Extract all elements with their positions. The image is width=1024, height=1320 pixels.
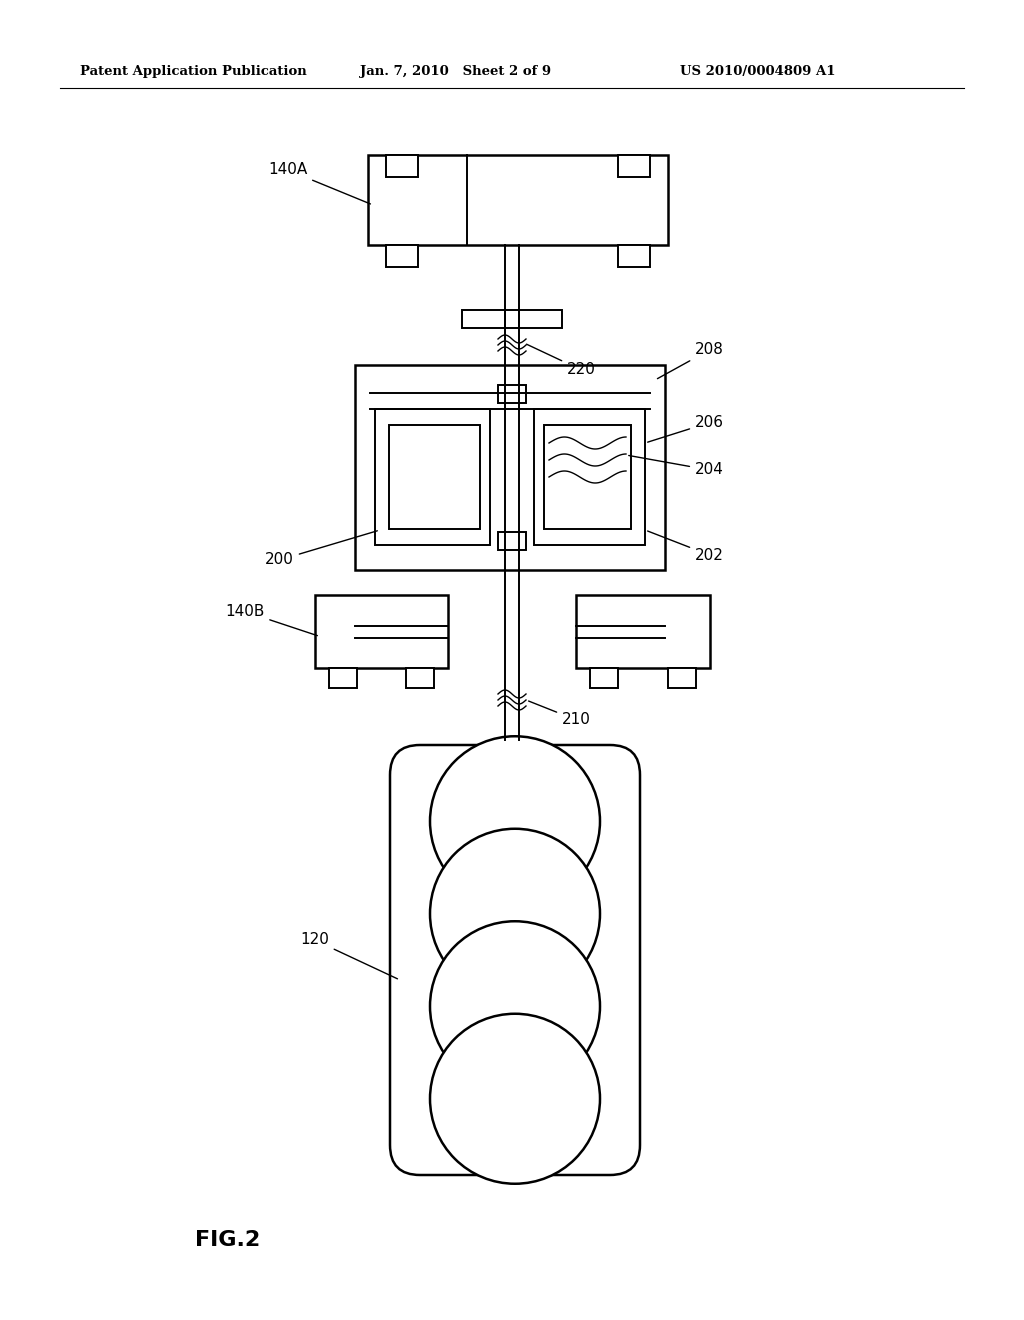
Bar — [406, 668, 434, 688]
Text: Patent Application Publication: Patent Application Publication — [80, 66, 307, 78]
Bar — [618, 154, 650, 177]
Bar — [498, 385, 526, 403]
Bar — [329, 668, 357, 688]
Text: FIG.2: FIG.2 — [195, 1230, 260, 1250]
Bar — [462, 310, 562, 327]
Text: 202: 202 — [647, 531, 724, 562]
Bar — [618, 246, 650, 267]
Circle shape — [430, 737, 600, 907]
Bar — [544, 425, 631, 529]
Bar — [315, 595, 449, 668]
Text: 220: 220 — [526, 345, 596, 378]
FancyBboxPatch shape — [390, 744, 640, 1175]
Circle shape — [430, 1014, 600, 1184]
Text: 210: 210 — [528, 701, 591, 727]
Bar — [575, 595, 710, 668]
Bar — [375, 409, 490, 545]
Text: 140A: 140A — [268, 162, 371, 205]
Text: US 2010/0004809 A1: US 2010/0004809 A1 — [680, 66, 836, 78]
Text: 140B: 140B — [225, 605, 317, 636]
Text: 120: 120 — [300, 932, 397, 979]
Bar — [668, 668, 696, 688]
Circle shape — [430, 829, 600, 999]
Bar — [534, 409, 645, 545]
Bar — [355, 366, 665, 570]
Text: Jan. 7, 2010   Sheet 2 of 9: Jan. 7, 2010 Sheet 2 of 9 — [360, 66, 551, 78]
Bar — [389, 425, 480, 529]
Text: 204: 204 — [629, 455, 724, 478]
Bar — [386, 246, 418, 267]
Text: 206: 206 — [647, 414, 724, 442]
Bar — [590, 668, 618, 688]
Bar — [498, 532, 526, 550]
Bar — [386, 154, 418, 177]
Text: 200: 200 — [265, 531, 377, 568]
Circle shape — [430, 921, 600, 1092]
Bar — [368, 154, 668, 246]
Text: 208: 208 — [657, 342, 724, 379]
